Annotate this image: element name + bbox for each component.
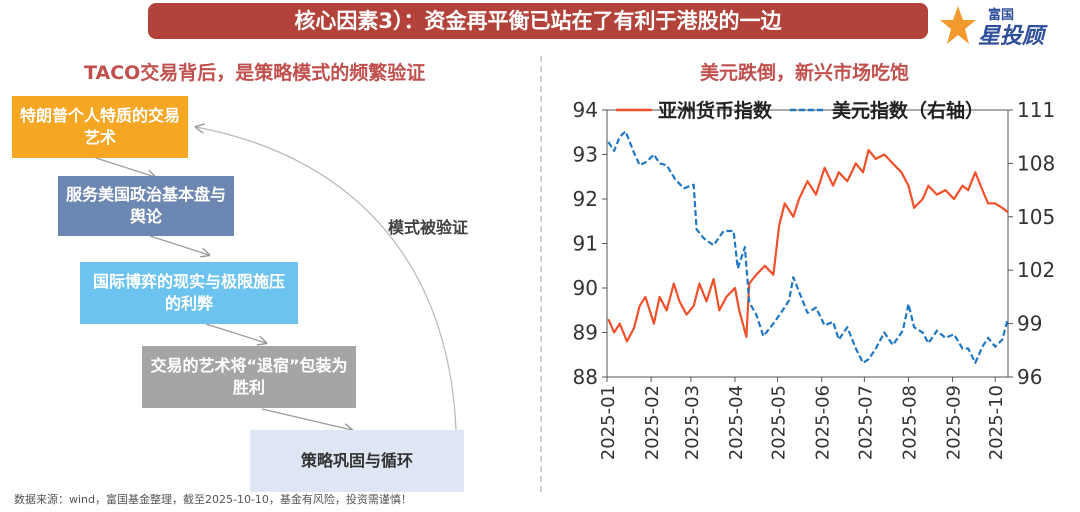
star-logo-icon bbox=[940, 6, 976, 44]
y-left-tick-label: 89 bbox=[573, 321, 598, 345]
step-4-box: 交易的艺术将“退宿”包装为胜利 bbox=[142, 346, 356, 408]
series-line-left bbox=[607, 149, 1009, 343]
y-left-tick-label: 88 bbox=[573, 365, 598, 389]
series-line-right bbox=[607, 130, 1010, 364]
step-1-label: 特朗普个人特质的交易艺术 bbox=[19, 106, 180, 147]
line-chart: 88 89 90 91 92 93 94 96 99 102 105 108 111 2025-01 202… bbox=[573, 98, 1056, 460]
step-2-label: 服务美国政治基本盘与舆论 bbox=[65, 185, 226, 226]
left-panel-title: TACO交易背后，是策略模式的频繁验证 bbox=[84, 62, 426, 84]
y-right-tick-label: 111 bbox=[1017, 98, 1055, 122]
brand-top-text: 富国 bbox=[988, 8, 1015, 23]
y-left-tick-label: 93 bbox=[573, 143, 598, 167]
y-right-tick-label: 108 bbox=[1017, 151, 1055, 175]
step-5-box: 策略巩固与循环 bbox=[250, 430, 464, 492]
x-tick-label: 2025-01 bbox=[598, 385, 619, 460]
footnote: 数据来源：wind，富国基金整理，截至2025-10-10，基金有风险，投资需谨… bbox=[14, 493, 412, 506]
x-tick-label: 2025-08 bbox=[899, 385, 920, 460]
flow-connectors bbox=[95, 30, 457, 500]
right-panel-title: 美元跌倒，新兴市场吃饱 bbox=[700, 62, 910, 84]
y-left-tick-label: 90 bbox=[573, 276, 598, 300]
step-3-box: 国际博弈的现实与极限施压的利弊 bbox=[80, 262, 298, 324]
x-tick-label: 2025-02 bbox=[642, 385, 663, 460]
panel-divider bbox=[540, 56, 542, 492]
x-tick-label: 2025-03 bbox=[682, 385, 703, 460]
y-right-tick-label: 102 bbox=[1017, 258, 1055, 282]
brand-main-text: 星投顾 bbox=[978, 24, 1045, 49]
x-tick-label: 2025-06 bbox=[813, 385, 834, 460]
step-3-label: 国际博弈的现实与极限施压的利弊 bbox=[92, 272, 285, 313]
brand-logo: 富国 星投顾 bbox=[940, 4, 1050, 49]
x-tick-label: 2025-05 bbox=[769, 385, 790, 460]
x-tick-label: 2025-10 bbox=[986, 385, 1007, 460]
y-right-tick-label: 99 bbox=[1017, 312, 1042, 336]
step-1-box: 特朗普个人特质的交易艺术 bbox=[12, 96, 188, 158]
legend-label: 亚洲货币指数 bbox=[658, 99, 773, 122]
y-right-tick-label: 105 bbox=[1017, 205, 1055, 229]
legend-label: 美元指数（右轴） bbox=[832, 99, 984, 122]
cycle-label: 模式被验证 bbox=[388, 218, 469, 237]
y-left-tick-label: 92 bbox=[573, 187, 598, 211]
y-left-tick-label: 91 bbox=[573, 232, 598, 256]
x-tick-label: 2025-04 bbox=[726, 385, 747, 460]
y-right-tick-label: 96 bbox=[1017, 365, 1042, 389]
x-tick-label: 2025-07 bbox=[855, 385, 876, 460]
page-title: 核心因素3）：资金再平衡已站在了有利于港股的一边 bbox=[148, 3, 928, 39]
step-2-box: 服务美国政治基本盘与舆论 bbox=[58, 176, 234, 236]
step-4-label: 交易的艺术将“退宿”包装为胜利 bbox=[150, 356, 348, 397]
x-tick-label: 2025-09 bbox=[944, 385, 965, 460]
y-left-tick-label: 94 bbox=[573, 98, 598, 122]
step-5-label: 策略巩固与循环 bbox=[300, 451, 413, 470]
